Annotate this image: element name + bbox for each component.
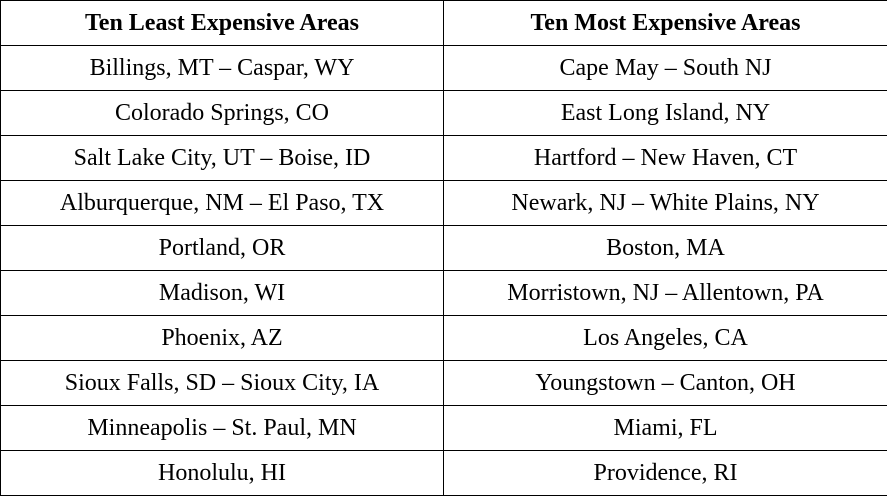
table-row: Alburquerque, NM – El Paso, TX Newark, NJ… — [0, 180, 887, 226]
table-row: Minneapolis – St. Paul, MN Miami, FL — [0, 405, 887, 451]
table-row: Colorado Springs, CO East Long Island, NY — [0, 90, 887, 136]
table-row: Billings, MT – Caspar, WY Cape May – Sout… — [0, 45, 887, 91]
table-cell: Hartford – New Haven, CT — [443, 135, 887, 181]
table-cell: Providence, RI — [443, 450, 887, 496]
table-cell: Phoenix, AZ — [0, 315, 444, 361]
header-row: Ten Least Expensive Areas Ten Most Expens… — [0, 0, 887, 46]
table-row: Sioux Falls, SD – Sioux City, IA Youngsto… — [0, 360, 887, 406]
table-cell: Colorado Springs, CO — [0, 90, 444, 136]
table-cell: Billings, MT – Caspar, WY — [0, 45, 444, 91]
table-row: Honolulu, HI Providence, RI — [0, 450, 887, 496]
table-cell: Portland, OR — [0, 225, 444, 271]
table-cell: Miami, FL — [443, 405, 887, 451]
table-cell: Youngstown – Canton, OH — [443, 360, 887, 406]
table-cell: Madison, WI — [0, 270, 444, 316]
table-cell: East Long Island, NY — [443, 90, 887, 136]
table-row: Madison, WI Morristown, NJ – Allentown, P… — [0, 270, 887, 316]
table-cell: Cape May – South NJ — [443, 45, 887, 91]
header-cell: Ten Most Expensive Areas — [443, 0, 887, 46]
table-cell: Morristown, NJ – Allentown, PA — [443, 270, 887, 316]
table-row: Phoenix, AZ Los Angeles, CA — [0, 315, 887, 361]
table-cell: Boston, MA — [443, 225, 887, 271]
table-cell: Salt Lake City, UT – Boise, ID — [0, 135, 444, 181]
table-cell: Minneapolis – St. Paul, MN — [0, 405, 444, 451]
table-header: Ten Least Expensive Areas Ten Most Expens… — [0, 0, 887, 46]
table-cell: Sioux Falls, SD – Sioux City, IA — [0, 360, 444, 406]
table-cell: Newark, NJ – White Plains, NY — [443, 180, 887, 226]
header-cell: Ten Least Expensive Areas — [0, 0, 444, 46]
table-cell: Los Angeles, CA — [443, 315, 887, 361]
table-body: Billings, MT – Caspar, WY Cape May – Sout… — [0, 45, 887, 496]
table-row: Salt Lake City, UT – Boise, ID Hartford –… — [0, 135, 887, 181]
table-row: Portland, OR Boston, MA — [0, 225, 887, 271]
table-cell: Honolulu, HI — [0, 450, 444, 496]
table-cell: Alburquerque, NM – El Paso, TX — [0, 180, 444, 226]
